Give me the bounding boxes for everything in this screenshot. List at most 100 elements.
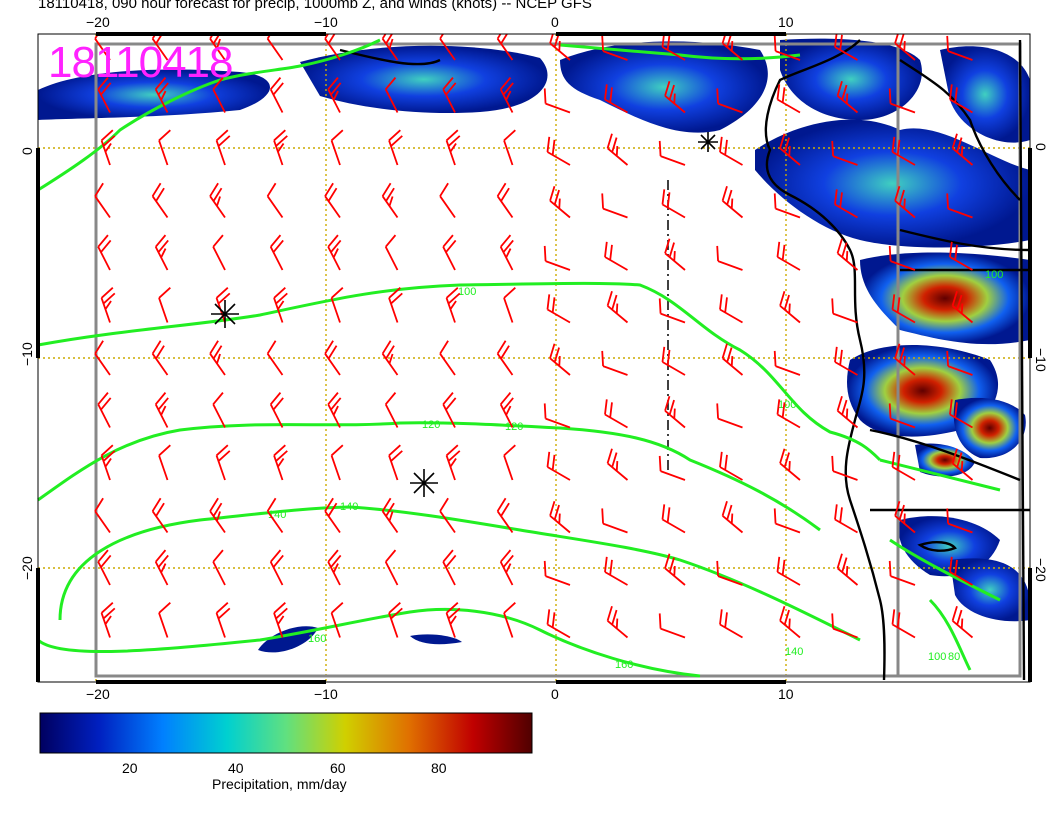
- wind-barb: [946, 350, 973, 376]
- wind-barb: [949, 399, 973, 429]
- wind-barb: [949, 556, 973, 586]
- wind-barb: [661, 346, 686, 376]
- wind-barb: [503, 602, 516, 638]
- lon-label-bottom: 10: [778, 686, 794, 702]
- wind-barb: [543, 560, 571, 586]
- contour-label: 140: [340, 501, 358, 513]
- wind-barb: [831, 298, 858, 324]
- wind-barb: [658, 140, 686, 166]
- wind-barb: [445, 129, 461, 166]
- wind-barb: [543, 403, 571, 429]
- wind-barb: [951, 290, 974, 324]
- wind-barb: [891, 609, 916, 639]
- wind-barb: [97, 77, 112, 113]
- wind-barb: [719, 609, 743, 639]
- star-marker: [211, 300, 239, 328]
- colorbar-tick: 40: [228, 760, 244, 776]
- wind-barb: [946, 508, 973, 534]
- star-markers: [211, 132, 718, 497]
- contour-label: 100: [778, 399, 796, 411]
- wind-barb: [894, 34, 916, 61]
- axis-labels: −20 −10 0 10 −20 −10 0 10 0 −10 −20 0 −1…: [19, 14, 1049, 702]
- wind-barb: [604, 556, 628, 586]
- wind-barb: [388, 287, 403, 323]
- wind-barb: [664, 553, 686, 586]
- wind-barb: [442, 77, 457, 113]
- wind-barb: [658, 298, 686, 324]
- wind-barb: [94, 34, 111, 61]
- wind-barb: [779, 448, 801, 481]
- wind-barb: [388, 129, 403, 166]
- wind-barb: [601, 193, 628, 219]
- wind-barb: [834, 504, 858, 534]
- wind-barb: [439, 497, 456, 534]
- wind-barb: [381, 34, 399, 61]
- colorbar: 20 40 60 80 Precipitation, mm/day: [39, 712, 533, 792]
- wind-barb: [773, 193, 801, 219]
- lon-label-top: 0: [551, 14, 559, 30]
- wind-barb: [445, 444, 461, 481]
- wind-barb: [151, 497, 169, 534]
- wind-barb: [215, 129, 231, 166]
- wind-barb: [212, 392, 226, 428]
- colorbar-tick: 60: [330, 760, 346, 776]
- contour-label: 140: [785, 646, 803, 658]
- lon-label-top: −10: [314, 14, 338, 30]
- wind-barb: [888, 403, 916, 429]
- colorbar-tick: 80: [431, 760, 447, 776]
- wind-barb: [324, 497, 341, 534]
- wind-barb: [324, 182, 341, 219]
- wind-barb: [151, 340, 169, 376]
- wind-barb: [215, 602, 231, 638]
- lat-label-right: −10: [1033, 348, 1049, 372]
- star-marker: [410, 469, 438, 497]
- wind-barb: [273, 444, 288, 481]
- colorbar-ramp: [39, 712, 533, 754]
- lon-label-bottom: −10: [314, 686, 338, 702]
- wind-barb: [779, 133, 801, 166]
- wind-barb: [94, 340, 111, 376]
- wind-barb: [158, 287, 171, 323]
- wind-barb: [499, 392, 514, 428]
- wind-barb: [831, 613, 858, 639]
- wind-barb: [266, 340, 284, 376]
- wind-barb: [273, 602, 288, 638]
- wind-barb: [894, 185, 916, 219]
- wind-barb: [604, 84, 628, 114]
- wind-barb: [658, 455, 686, 481]
- wind-barb: [97, 234, 112, 271]
- lat-label-right: −20: [1033, 558, 1049, 582]
- wind-barb: [606, 605, 629, 639]
- wind-barb: [273, 287, 288, 323]
- wind-barb: [269, 77, 284, 113]
- wind-barb: [154, 392, 169, 428]
- wind-barb: [776, 399, 801, 429]
- wind-barb: [543, 88, 571, 114]
- wind-barb: [209, 340, 226, 376]
- height-contours: [36, 38, 1001, 678]
- wind-barb: [779, 290, 801, 324]
- wind-barb: [499, 77, 514, 113]
- wind-barb: [776, 241, 801, 271]
- wind-barb: [888, 560, 916, 586]
- wind-barb: [384, 77, 399, 113]
- wind-barb: [439, 340, 456, 376]
- wind-barb: [269, 392, 284, 428]
- wind-barb: [496, 340, 514, 376]
- contour-label: 160: [308, 633, 326, 645]
- wind-barb: [604, 241, 628, 271]
- wind-barb: [384, 392, 399, 428]
- wind-barb: [215, 444, 231, 481]
- wind-barb: [664, 395, 686, 429]
- wind-barb: [439, 34, 456, 61]
- wind-barb: [949, 84, 973, 114]
- wind-barb: [100, 129, 116, 166]
- wind-barb: [503, 444, 516, 481]
- wind-barb: [606, 290, 629, 324]
- wind-barb: [721, 185, 744, 219]
- wind-barb: [546, 294, 571, 324]
- wind-barb: [330, 287, 344, 323]
- wind-barb: [604, 399, 628, 429]
- wind-barb: [719, 136, 743, 166]
- wind-barb: [836, 238, 859, 271]
